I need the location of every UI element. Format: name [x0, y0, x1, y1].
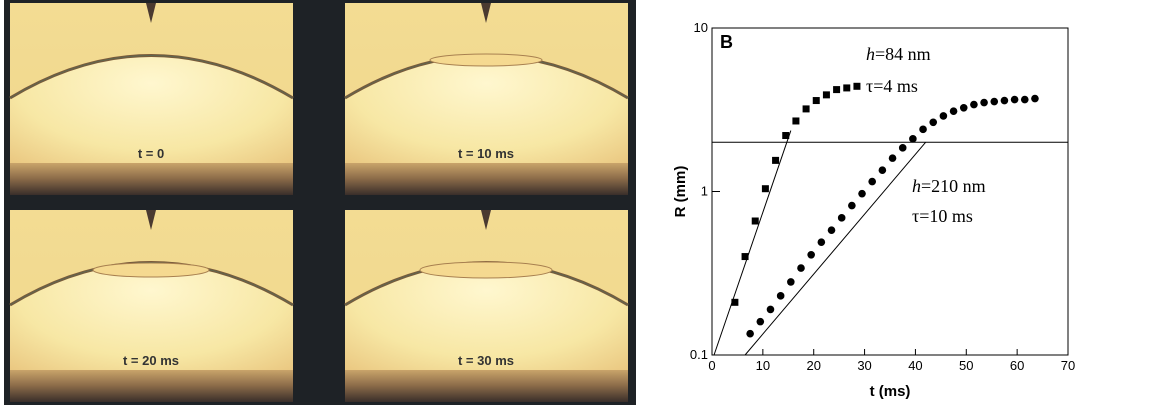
circle-marker [1031, 94, 1039, 103]
square-marker [843, 84, 851, 92]
circle-marker [980, 98, 988, 107]
y-tick-label: 1 [701, 184, 708, 199]
circle-marker [909, 135, 917, 143]
photo-panel [8, 208, 295, 404]
annotation-part: h [866, 44, 875, 64]
annotation-part: h [912, 176, 921, 196]
annotation: h=84 nm [866, 44, 931, 64]
x-tick-label: 20 [806, 358, 820, 373]
x-tick-label: 40 [908, 358, 922, 373]
circle-marker [990, 97, 999, 106]
square-marker [761, 185, 769, 193]
photo-label: t = 10 ms [458, 146, 514, 161]
annotation: h=210 nm [912, 176, 986, 196]
annotation: τ=4 ms [866, 76, 918, 96]
circle-marker [878, 166, 887, 174]
circle-marker [817, 238, 826, 246]
circle-marker [837, 214, 846, 222]
photo-label: t = 20 ms [123, 353, 179, 368]
y-axis-label: R (mm) [672, 166, 689, 218]
circle-marker [1000, 96, 1009, 105]
photo-panel [343, 208, 630, 404]
y-tick-label: 10 [694, 20, 708, 35]
square-marker [833, 86, 841, 94]
circle-marker [746, 329, 754, 338]
circle-marker [848, 201, 856, 210]
x-tick-label: 50 [959, 358, 973, 373]
square-marker [853, 82, 861, 90]
y-tick-label: 0.1 [690, 347, 708, 362]
annotation: τ=10 ms [912, 206, 973, 226]
circle-marker [898, 144, 907, 152]
circle-marker [787, 278, 795, 286]
photo-label: t = 30 ms [458, 353, 514, 368]
circle-marker [919, 125, 927, 134]
square-marker [741, 253, 749, 261]
annotation-part: =84 nm [875, 44, 931, 64]
circle-marker [959, 104, 968, 112]
photo-label: t = 0 [138, 146, 164, 161]
x-tick-label: 60 [1010, 358, 1024, 373]
x-tick-label: 30 [857, 358, 871, 373]
x-tick-label: 10 [756, 358, 770, 373]
circle-marker [888, 154, 897, 162]
film [429, 53, 543, 67]
square-marker [822, 91, 830, 99]
circle-marker [776, 292, 785, 300]
square-marker [802, 105, 810, 113]
circle-marker [929, 118, 938, 127]
square-marker [772, 156, 780, 164]
circle-marker [827, 226, 836, 234]
circle-marker [868, 177, 876, 186]
annotation-part: =210 nm [921, 176, 986, 196]
x-tick-label: 0 [708, 358, 715, 373]
square-marker [731, 298, 739, 306]
circle-marker [949, 107, 958, 115]
x-axis-label: t (ms) [870, 383, 911, 400]
circle-marker [797, 264, 805, 272]
circle-marker [766, 305, 775, 314]
square-marker [751, 217, 759, 225]
circle-marker [807, 251, 815, 259]
circle-marker [756, 317, 765, 326]
fit-line [713, 130, 792, 356]
panel-label: B [720, 32, 733, 52]
photo-panel [8, 1, 295, 197]
circle-marker [970, 100, 978, 109]
circle-marker [858, 189, 866, 198]
square-marker [792, 117, 800, 125]
square-marker [782, 132, 790, 140]
photo-panel [343, 1, 630, 197]
circle-marker [1020, 95, 1029, 104]
fit-line [744, 141, 926, 356]
film [92, 262, 210, 278]
circle-marker [1010, 95, 1019, 104]
circle-marker [939, 112, 948, 120]
square-marker [812, 97, 820, 105]
x-tick-label: 70 [1061, 358, 1075, 373]
film [419, 261, 553, 279]
